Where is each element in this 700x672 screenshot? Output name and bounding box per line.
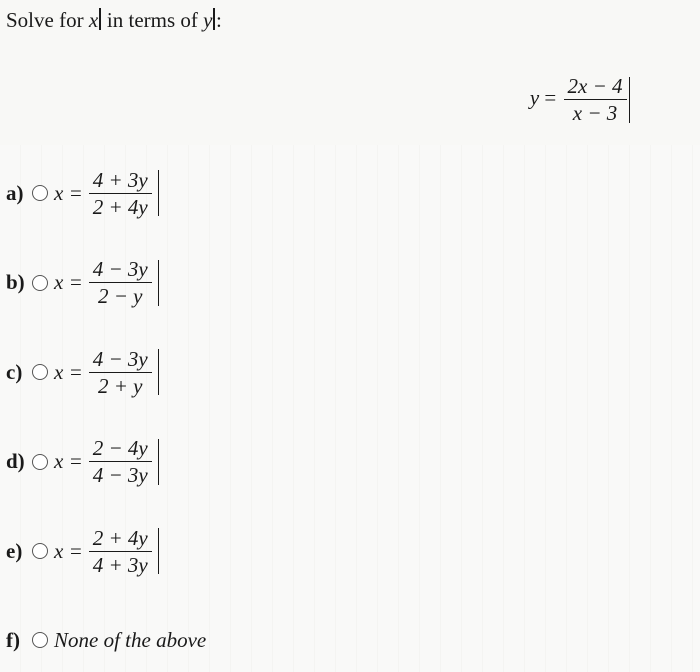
option-fraction: 2 − 4y 4 − 3y [89,435,152,489]
option-e[interactable]: e) x = 2 + 4y 4 + 3y [6,525,700,579]
option-fraction: 2 + 4y 4 + 3y [89,525,152,579]
option-numerator: 4 − 3y [89,346,152,373]
option-math: x = 4 − 3y 2 − y [54,256,159,310]
radio-icon[interactable] [32,275,48,291]
cursor-icon [158,349,160,395]
option-numerator: 2 + 4y [89,525,152,552]
option-a[interactable]: a) x = 4 + 3y 2 + 4y [6,167,700,221]
option-c[interactable]: c) x = 4 − 3y 2 + y [6,346,700,400]
equation-fraction: 2x − 4 x − 3 [564,73,627,127]
cursor-icon [158,439,160,485]
cursor-icon [158,170,160,216]
option-letter: d) [6,449,26,474]
option-letter: c) [6,360,26,385]
option-letter: e) [6,539,26,564]
option-d[interactable]: d) x = 2 − 4y 4 − 3y [6,435,700,489]
cursor-icon [629,77,631,123]
option-math: x = 2 − 4y 4 − 3y [54,435,159,489]
option-lhs: x = [54,449,83,474]
option-math: x = 4 + 3y 2 + 4y [54,167,159,221]
option-math: x = 2 + 4y 4 + 3y [54,525,159,579]
option-f[interactable]: f) None of the above [6,614,700,666]
question-prompt: Solve for x in terms of y: [0,0,700,33]
option-lhs: x = [54,181,83,206]
prompt-var-x: x [89,8,98,32]
option-denominator: 2 + 4y [89,194,152,220]
equation-numerator: 2x − 4 [564,73,627,100]
option-math: x = 4 − 3y 2 + y [54,346,159,400]
given-equation: y = 2x − 4 x − 3 [0,33,700,167]
option-numerator: 2 − 4y [89,435,152,462]
option-letter: b) [6,270,26,295]
radio-icon[interactable] [32,454,48,470]
option-numerator: 4 − 3y [89,256,152,283]
option-denominator: 4 − 3y [89,462,152,488]
option-numerator: 4 + 3y [89,167,152,194]
radio-icon[interactable] [32,543,48,559]
equation-lhs: y [530,86,539,110]
option-denominator: 2 − y [89,283,152,309]
option-b[interactable]: b) x = 4 − 3y 2 − y [6,256,700,310]
prompt-mid: in terms of [102,8,203,32]
option-lhs: x = [54,270,83,295]
option-lhs: x = [54,360,83,385]
cursor-icon [158,528,160,574]
option-letter: a) [6,181,26,206]
option-denominator: 2 + y [89,373,152,399]
radio-icon[interactable] [32,185,48,201]
radio-icon[interactable] [32,364,48,380]
radio-icon[interactable] [32,632,48,648]
question-content: Solve for x in terms of y: y = 2x − 4 x … [0,0,700,666]
cursor-icon [99,8,101,30]
option-fraction: 4 − 3y 2 − y [89,256,152,310]
option-lhs: x = [54,539,83,564]
answer-options: a) x = 4 + 3y 2 + 4y b) x = 4 − 3y 2 − y [0,167,700,667]
equation-denominator: x − 3 [564,100,627,126]
option-text: None of the above [54,628,206,653]
option-denominator: 4 + 3y [89,552,152,578]
cursor-icon [213,8,215,30]
prompt-suffix: : [216,8,222,32]
prompt-prefix: Solve for [6,8,89,32]
cursor-icon [158,260,160,306]
equals-sign: = [539,86,561,110]
option-fraction: 4 + 3y 2 + 4y [89,167,152,221]
prompt-var-y: y [203,8,212,32]
option-letter: f) [6,628,26,653]
option-fraction: 4 − 3y 2 + y [89,346,152,400]
